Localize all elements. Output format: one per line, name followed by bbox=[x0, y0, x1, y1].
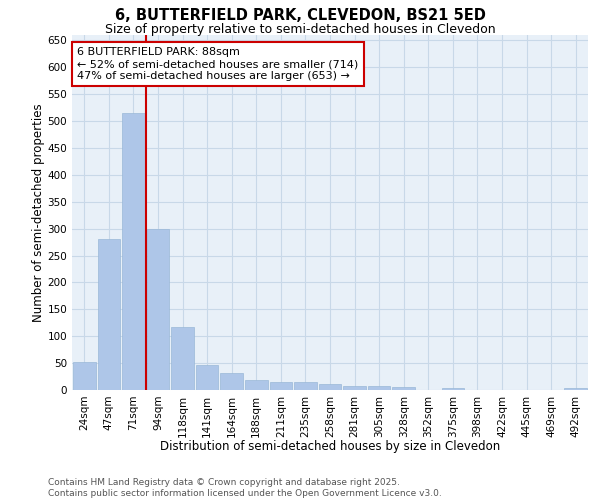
Text: 6 BUTTERFIELD PARK: 88sqm
← 52% of semi-detached houses are smaller (714)
47% of: 6 BUTTERFIELD PARK: 88sqm ← 52% of semi-… bbox=[77, 48, 358, 80]
Y-axis label: Number of semi-detached properties: Number of semi-detached properties bbox=[32, 103, 44, 322]
Bar bbox=[171, 326, 194, 390]
Bar bbox=[98, 240, 120, 390]
Bar bbox=[122, 113, 145, 390]
Bar bbox=[368, 386, 391, 390]
Bar bbox=[245, 380, 268, 390]
Text: Size of property relative to semi-detached houses in Clevedon: Size of property relative to semi-detach… bbox=[104, 22, 496, 36]
Bar bbox=[442, 388, 464, 390]
Bar bbox=[73, 362, 95, 390]
Bar bbox=[392, 388, 415, 390]
Bar bbox=[294, 382, 317, 390]
Text: Contains HM Land Registry data © Crown copyright and database right 2025.
Contai: Contains HM Land Registry data © Crown c… bbox=[48, 478, 442, 498]
Bar bbox=[146, 228, 169, 390]
Bar bbox=[319, 384, 341, 390]
Bar bbox=[269, 382, 292, 390]
Bar bbox=[220, 373, 243, 390]
Bar bbox=[343, 386, 366, 390]
Text: 6, BUTTERFIELD PARK, CLEVEDON, BS21 5ED: 6, BUTTERFIELD PARK, CLEVEDON, BS21 5ED bbox=[115, 8, 485, 22]
Bar bbox=[196, 366, 218, 390]
X-axis label: Distribution of semi-detached houses by size in Clevedon: Distribution of semi-detached houses by … bbox=[160, 440, 500, 453]
Bar bbox=[565, 388, 587, 390]
